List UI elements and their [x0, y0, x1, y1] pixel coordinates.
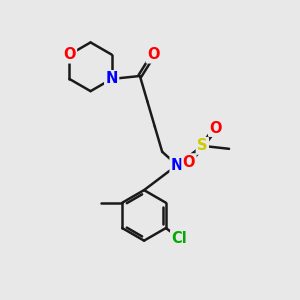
Text: O: O	[147, 47, 160, 62]
Text: N: N	[171, 158, 183, 173]
Text: O: O	[183, 155, 195, 170]
Text: O: O	[63, 47, 76, 62]
Text: N: N	[106, 71, 118, 86]
Text: Cl: Cl	[171, 231, 187, 246]
Text: S: S	[197, 138, 208, 153]
Text: O: O	[209, 121, 222, 136]
